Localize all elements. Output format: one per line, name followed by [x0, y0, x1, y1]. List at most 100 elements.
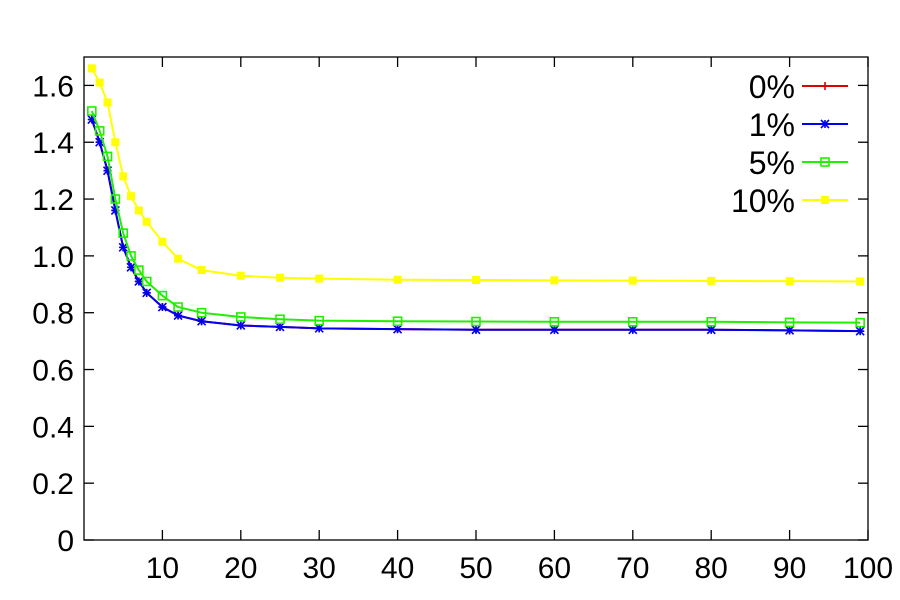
series-point [126, 251, 136, 261]
x-tick-label: 10 [146, 552, 179, 585]
legend-label: 5% [749, 145, 795, 181]
series-point [855, 326, 865, 336]
series-point [157, 302, 167, 312]
series-point [314, 323, 324, 333]
legend: 0%1%5%10% [731, 69, 848, 219]
series-point [197, 266, 206, 275]
series-line [90, 119, 861, 333]
series-point [275, 322, 285, 332]
y-axis-ticks: 0 0.2 0.4 0.6 0.8 1.0 1.2 1.4 1.6 [32, 70, 868, 558]
series-line [90, 110, 861, 324]
x-axis-ticks: 10 20 30 40 50 60 70 80 90 100 [146, 57, 893, 585]
y-tick-label: 1.0 [32, 241, 74, 274]
series-point [103, 98, 112, 107]
x-tick-label: 40 [381, 552, 414, 585]
series-point [157, 290, 168, 301]
series-point [102, 166, 113, 176]
y-tick-label: 0.4 [32, 411, 74, 444]
series-point [95, 137, 105, 147]
series-point [471, 316, 481, 327]
x-tick-label: 60 [538, 552, 571, 585]
series-0 [87, 115, 865, 336]
legend-label: 0% [749, 69, 795, 105]
x-tick-label: 80 [695, 552, 728, 585]
x-tick-label: 20 [224, 552, 257, 585]
series-point [197, 316, 207, 326]
y-tick-label: 1.4 [32, 127, 74, 160]
series-point [134, 206, 143, 215]
series-point [134, 265, 144, 275]
series-point [393, 275, 402, 284]
series-point [142, 217, 151, 226]
x-tick-label: 70 [616, 552, 649, 585]
series-point [110, 205, 120, 215]
series-point [196, 307, 207, 318]
series-point [126, 262, 136, 272]
series-point [110, 194, 121, 204]
series-point [95, 78, 104, 87]
series-point [118, 228, 128, 238]
series-point [87, 114, 97, 125]
legend-swatch-marker [821, 82, 829, 90]
series-point [706, 325, 716, 335]
series-point [236, 320, 246, 331]
series-point [118, 242, 128, 252]
series-point [87, 64, 96, 73]
series-point [628, 325, 638, 335]
series-point [855, 317, 865, 328]
x-tick-label: 50 [459, 552, 492, 585]
y-tick-label: 0 [57, 525, 74, 558]
series-point [550, 276, 559, 285]
series-point [142, 288, 152, 298]
series-point [173, 310, 183, 321]
legend-label: 10% [731, 183, 795, 219]
series-point [87, 106, 97, 116]
series-2 [87, 106, 865, 328]
series-point [111, 138, 120, 147]
series-point [628, 276, 637, 285]
series-point [102, 151, 113, 162]
y-tick-label: 0.2 [32, 468, 74, 501]
series-point [706, 316, 717, 327]
series-1 [87, 114, 865, 336]
series-point [785, 277, 794, 286]
series-point [856, 277, 865, 286]
series-point [784, 317, 795, 328]
series-point [174, 254, 183, 263]
y-tick-label: 1.2 [32, 184, 74, 217]
series-point [471, 325, 481, 335]
series-line [90, 119, 861, 333]
series-point [392, 316, 403, 327]
y-tick-label: 1.6 [32, 70, 74, 103]
legend-swatch-marker [821, 196, 829, 204]
series-point [236, 271, 245, 280]
series-point [549, 325, 559, 335]
series-point [127, 192, 136, 201]
series-point [314, 315, 325, 326]
series-point [707, 276, 716, 285]
series-point [119, 172, 128, 181]
legend-label: 1% [749, 107, 795, 143]
series-point [173, 302, 183, 312]
series-line [90, 67, 861, 283]
series-point [549, 316, 560, 327]
series-point [94, 126, 105, 136]
series-point [472, 276, 480, 285]
series-point [158, 237, 167, 246]
series-point [393, 324, 403, 334]
y-tick-label: 0.8 [32, 298, 74, 331]
plot-frame [83, 56, 869, 541]
series-point [785, 325, 795, 335]
series-point [141, 276, 152, 287]
series-point [276, 273, 284, 282]
x-tick-label: 30 [303, 552, 336, 585]
x-tick-label: 90 [773, 552, 806, 585]
series-layer [87, 64, 865, 336]
series-3 [87, 64, 865, 286]
x-tick-label: 100 [843, 552, 893, 585]
series-point [627, 316, 638, 327]
legend-swatch-marker [820, 157, 830, 167]
series-point [134, 276, 144, 287]
y-tick-label: 0.6 [32, 355, 74, 388]
